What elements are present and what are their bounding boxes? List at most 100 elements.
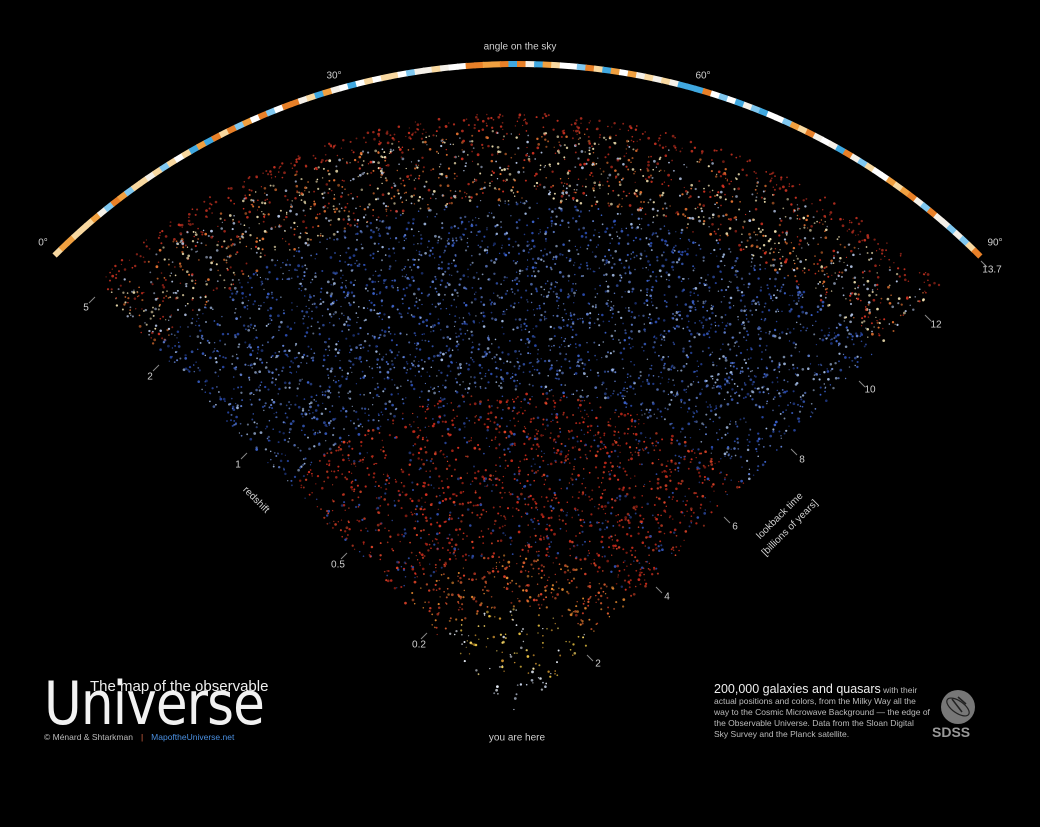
galaxy-dot [613,262,616,266]
galaxy-dot [730,200,734,203]
galaxy-dot [455,381,459,384]
galaxy-dot [778,430,781,433]
galaxy-dot [461,514,464,517]
galaxy-dot [890,294,892,296]
galaxy-dot [403,584,405,587]
galaxy-dot [212,405,216,408]
galaxy-dot [280,266,282,269]
galaxy-dot [688,330,691,332]
galaxy-dot [542,473,546,477]
galaxy-dot [608,135,612,139]
galaxy-dot [530,678,534,682]
galaxy-dot [710,170,713,173]
galaxy-dot [554,622,557,625]
galaxy-dot [574,333,578,337]
galaxy-dot [567,592,570,595]
galaxy-dot [865,327,867,329]
galaxy-dot [464,303,468,307]
galaxy-dot [764,268,766,270]
galaxy-dot [508,565,511,567]
galaxy-dot [759,289,762,292]
galaxy-dot [288,243,291,246]
galaxy-dot [707,464,710,467]
galaxy-dot [524,569,527,572]
galaxy-dot [573,313,576,316]
galaxy-dot [646,560,649,563]
galaxy-dot [493,576,496,578]
galaxy-dot [493,187,497,190]
galaxy-dot [491,170,494,172]
galaxy-dot [697,206,699,208]
galaxy-dot [766,387,770,391]
galaxy-dot [231,242,234,245]
galaxy-dot [326,291,329,294]
galaxy-dot [674,395,677,398]
galaxy-dot [451,545,453,548]
galaxy-dot [473,402,477,406]
galaxy-dot [446,239,449,242]
galaxy-dot [505,436,508,439]
galaxy-dot [483,452,485,455]
galaxy-dot [928,283,931,287]
galaxy-dot [440,573,443,576]
galaxy-dot [258,370,262,374]
galaxy-dot [745,309,748,311]
galaxy-dot [357,175,360,178]
galaxy-dot [306,381,310,384]
galaxy-dot [261,344,264,347]
galaxy-dot [632,148,635,151]
galaxy-dot [714,321,717,324]
galaxy-dot [472,504,475,507]
galaxy-dot [478,448,481,451]
galaxy-dot [501,565,504,568]
galaxy-dot [834,376,838,380]
galaxy-dot [626,376,629,379]
galaxy-dot [214,371,217,374]
galaxy-dot [876,321,880,325]
galaxy-dot [300,412,304,416]
galaxy-dot [266,173,270,176]
galaxy-dot [237,345,240,349]
galaxy-dot [568,462,571,464]
galaxy-dot [565,530,568,532]
galaxy-dot [795,382,799,385]
galaxy-dot [663,225,666,227]
galaxy-dot [636,195,639,198]
galaxy-dot [490,479,493,482]
galaxy-dot [482,589,484,591]
galaxy-dot [271,398,274,401]
galaxy-dot [326,476,330,479]
galaxy-dot [241,292,244,295]
galaxy-dot [301,310,304,313]
galaxy-dot [640,403,643,406]
galaxy-dot [467,501,470,504]
galaxy-dot [482,355,485,358]
galaxy-dot [219,212,223,215]
galaxy-dot [316,432,319,434]
galaxy-dot [499,465,502,467]
galaxy-dot [269,306,273,310]
galaxy-dot [556,551,560,555]
galaxy-dot [854,234,857,236]
galaxy-dot [135,308,137,310]
galaxy-dot [606,180,609,183]
galaxy-dot [854,287,857,290]
galaxy-dot [464,332,467,335]
galaxy-dot [300,178,303,181]
galaxy-dot [559,427,561,430]
galaxy-dot [667,356,670,358]
galaxy-dot [444,561,447,564]
galaxy-dot [780,437,783,439]
galaxy-dot [400,196,402,199]
galaxy-dot [610,394,612,397]
galaxy-dot [434,467,438,470]
galaxy-dot [332,271,336,275]
galaxy-dot [812,216,815,219]
galaxy-dot [857,286,859,289]
galaxy-dot [396,189,400,192]
galaxy-dot [345,279,347,282]
galaxy-dot [516,120,519,123]
galaxy-dot [751,193,754,196]
galaxy-dot [736,485,739,489]
galaxy-dot [226,255,229,258]
